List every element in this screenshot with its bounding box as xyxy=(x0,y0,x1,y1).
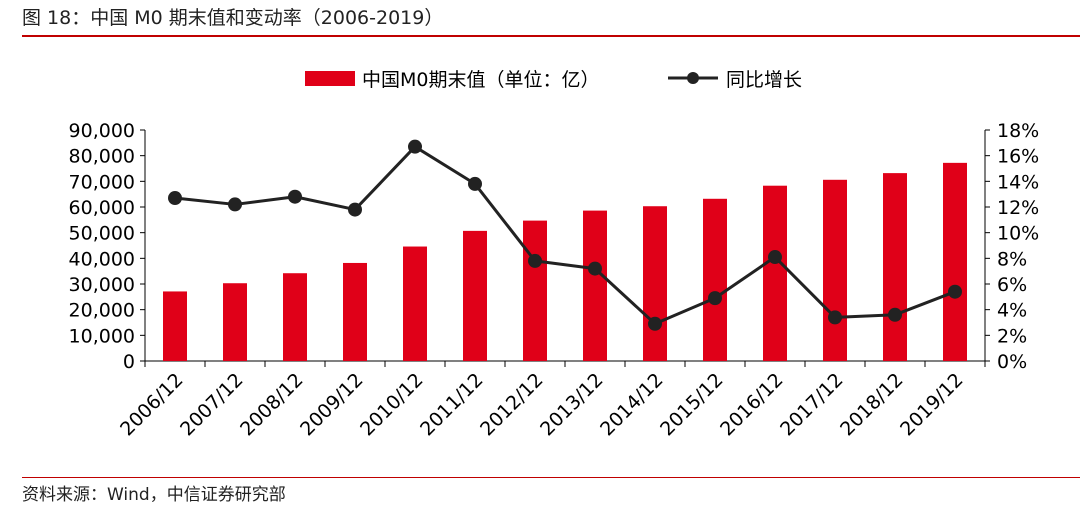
right-axis-tick-label: 8% xyxy=(997,248,1027,270)
legend-line-marker xyxy=(687,72,699,84)
x-axis-tick-label: 2010/12 xyxy=(356,369,427,440)
growth-point xyxy=(888,307,902,322)
left-axis-tick-label: 10,000 xyxy=(69,325,135,347)
bar xyxy=(463,230,487,361)
bar xyxy=(283,273,307,361)
legend-bar-label: 中国M0期末值（单位：亿） xyxy=(362,69,599,91)
bar-series xyxy=(163,162,967,361)
chart: 中国M0期末值（单位：亿） 同比增长 0 10,000 20,000 30,000 40… xyxy=(69,69,1040,440)
left-axis-tick-label: 0 xyxy=(123,351,135,373)
bar xyxy=(883,173,907,361)
source-note: 资料来源：Wind，中信证券研究部 xyxy=(22,485,286,505)
bar xyxy=(523,220,547,361)
growth-point xyxy=(768,250,782,265)
growth-point xyxy=(288,189,302,204)
left-axis-tick-label: 30,000 xyxy=(69,274,135,296)
growth-point xyxy=(228,197,242,212)
x-axis-tick-label: 2009/12 xyxy=(296,369,367,440)
growth-point xyxy=(468,176,482,191)
x-axis-tick-label: 2018/12 xyxy=(836,369,907,440)
x-axis-tick-label: 2017/12 xyxy=(776,369,847,440)
source-rule xyxy=(22,477,1080,478)
growth-point xyxy=(708,291,722,306)
right-axis-tick-label: 18% xyxy=(997,120,1039,142)
x-axis-tick-label: 2012/12 xyxy=(476,369,547,440)
left-axis-tick-label: 80,000 xyxy=(69,146,135,168)
x-axis-labels: 2006/122007/122008/122009/122010/122011/… xyxy=(116,369,967,440)
x-axis-tick-label: 2007/12 xyxy=(176,369,247,440)
figure-title: 图 18：中国 M0 期末值和变动率（2006-2019） xyxy=(22,7,444,29)
bar xyxy=(223,283,247,361)
growth-point xyxy=(948,284,962,299)
right-axis-tick-label: 16% xyxy=(997,146,1039,168)
bar xyxy=(583,210,607,361)
legend: 中国M0期末值（单位：亿） 同比增长 xyxy=(305,69,802,91)
legend-bar-swatch xyxy=(305,71,355,86)
right-axis-tick-label: 0% xyxy=(997,351,1027,373)
growth-point xyxy=(348,202,362,217)
x-axis-tick-label: 2015/12 xyxy=(656,369,727,440)
right-axis-tick-label: 4% xyxy=(997,300,1027,322)
x-axis-tick-label: 2014/12 xyxy=(596,369,667,440)
bar xyxy=(823,179,847,361)
bar xyxy=(703,198,727,361)
x-axis-tick-label: 2011/12 xyxy=(416,369,487,440)
right-axis-tick-label: 14% xyxy=(997,171,1039,193)
growth-point xyxy=(168,191,182,206)
growth-point xyxy=(528,253,542,268)
growth-line xyxy=(174,145,956,326)
growth-point xyxy=(408,139,422,154)
bar xyxy=(763,185,787,361)
right-axis-tick-label: 6% xyxy=(997,274,1027,296)
line-series xyxy=(168,139,962,331)
x-axis-tick-label: 2016/12 xyxy=(716,369,787,440)
bar xyxy=(643,206,667,361)
right-axis-tick-label: 10% xyxy=(997,223,1039,245)
left-axis-tick-label: 40,000 xyxy=(69,248,135,270)
bar xyxy=(343,262,367,361)
bar xyxy=(403,246,427,361)
right-axis-tick-label: 12% xyxy=(997,197,1039,219)
x-axis-tick-label: 2008/12 xyxy=(236,369,307,440)
right-axis-tick-label: 2% xyxy=(997,325,1027,347)
bar xyxy=(163,291,187,361)
left-axis-tick-label: 50,000 xyxy=(69,223,135,245)
title-rule xyxy=(22,35,1080,37)
x-axis-tick-label: 2006/12 xyxy=(116,369,187,440)
left-axis-tick-label: 70,000 xyxy=(69,171,135,193)
left-axis-tick-label: 60,000 xyxy=(69,197,135,219)
growth-point xyxy=(588,261,602,276)
left-axis-tick-label: 90,000 xyxy=(69,120,135,142)
left-axis-tick-label: 20,000 xyxy=(69,300,135,322)
growth-point xyxy=(828,310,842,325)
bar xyxy=(943,162,967,361)
x-axis-tick-label: 2013/12 xyxy=(536,369,607,440)
growth-point xyxy=(648,316,662,331)
legend-line-label: 同比增长 xyxy=(726,69,802,91)
x-axis-tick-label: 2019/12 xyxy=(896,369,967,440)
